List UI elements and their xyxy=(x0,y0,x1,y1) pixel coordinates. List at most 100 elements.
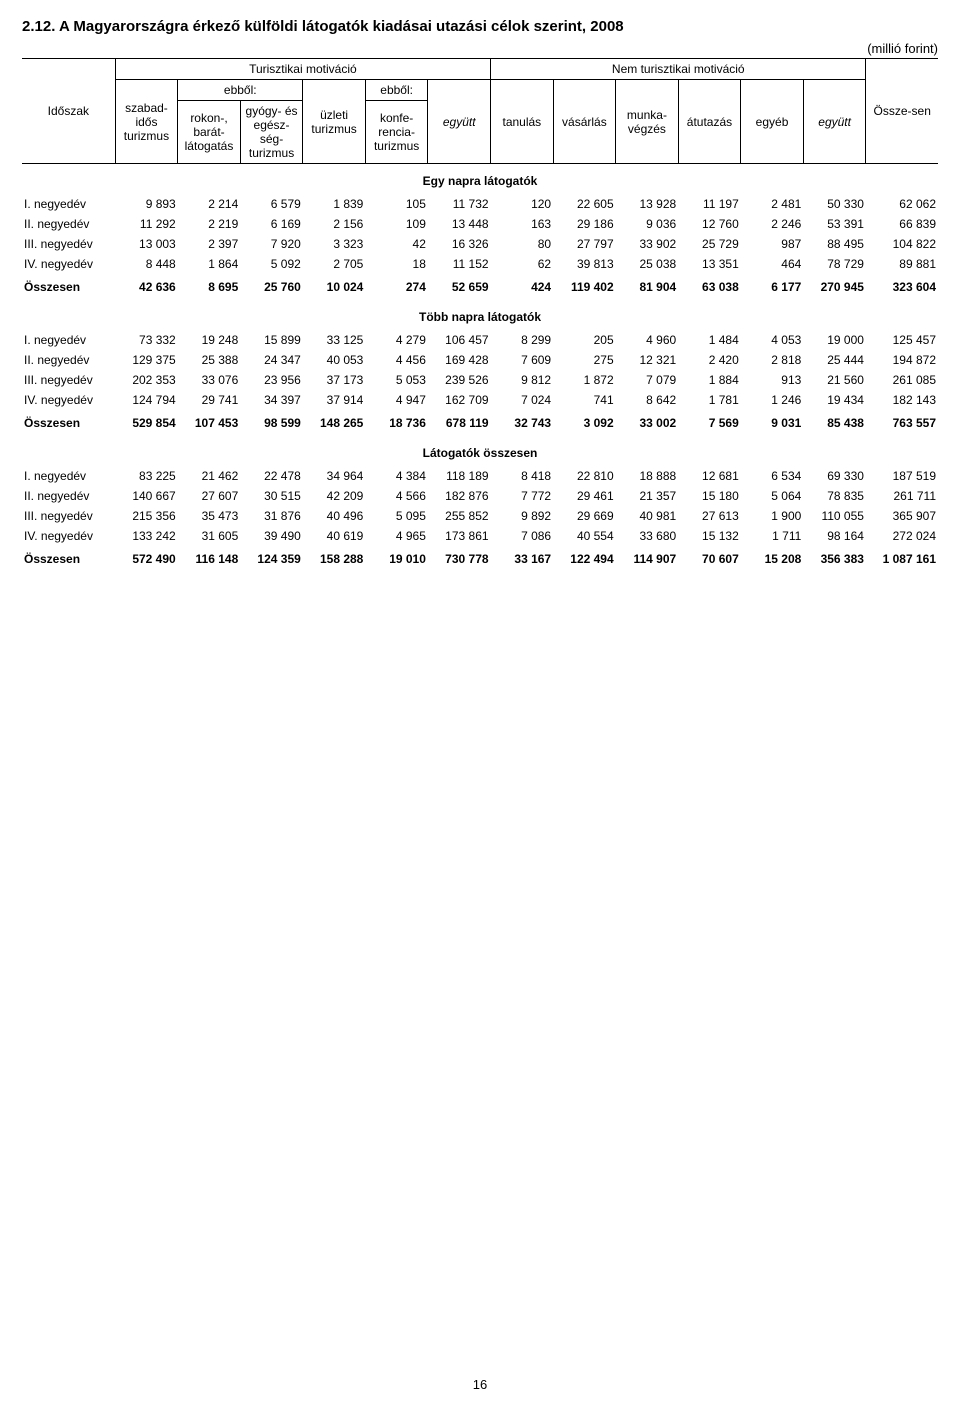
cell: 987 xyxy=(741,234,804,254)
colgroup-nontourist: Nem turisztikai motiváció xyxy=(491,59,866,80)
cell: 215 356 xyxy=(115,506,178,526)
cell: 21 560 xyxy=(803,370,866,390)
row-label: IV. negyedév xyxy=(22,390,115,410)
cell: 5 092 xyxy=(240,254,303,274)
cell: 27 797 xyxy=(553,234,616,254)
cell: 205 xyxy=(553,330,616,350)
cell: 8 418 xyxy=(491,466,554,486)
sum-cell: 678 119 xyxy=(428,410,491,436)
row-label: II. negyedév xyxy=(22,214,115,234)
cell: 7 609 xyxy=(491,350,554,370)
cell: 29 186 xyxy=(553,214,616,234)
cell: 133 242 xyxy=(115,526,178,546)
col-c10: átutazás xyxy=(678,80,741,164)
sum-cell: 15 208 xyxy=(741,546,804,572)
cell: 29 741 xyxy=(178,390,241,410)
cell: 6 169 xyxy=(240,214,303,234)
cell: 7 920 xyxy=(240,234,303,254)
cell: 182 143 xyxy=(866,390,938,410)
sum-cell: 18 736 xyxy=(365,410,428,436)
section-title: Látogatók összesen xyxy=(22,436,938,466)
sum-cell: 122 494 xyxy=(553,546,616,572)
sum-cell: 107 453 xyxy=(178,410,241,436)
cell: 33 680 xyxy=(616,526,679,546)
cell: 9 893 xyxy=(115,194,178,214)
cell: 31 605 xyxy=(178,526,241,546)
cell: 173 861 xyxy=(428,526,491,546)
cell: 25 038 xyxy=(616,254,679,274)
row-label: II. negyedév xyxy=(22,486,115,506)
cell: 2 156 xyxy=(303,214,366,234)
cell: 1 864 xyxy=(178,254,241,274)
cell: 78 835 xyxy=(803,486,866,506)
row-label: III. negyedév xyxy=(22,370,115,390)
cell: 275 xyxy=(553,350,616,370)
sum-cell: 81 904 xyxy=(616,274,679,300)
sum-cell: 763 557 xyxy=(866,410,938,436)
cell: 73 332 xyxy=(115,330,178,350)
cell: 4 965 xyxy=(365,526,428,546)
cell: 42 xyxy=(365,234,428,254)
cell: 39 813 xyxy=(553,254,616,274)
sum-cell: 119 402 xyxy=(553,274,616,300)
cell: 33 125 xyxy=(303,330,366,350)
col-c4: üzleti turizmus xyxy=(303,80,366,164)
unit-label: (millió forint) xyxy=(22,41,938,56)
sum-cell: 323 604 xyxy=(866,274,938,300)
cell: 261 085 xyxy=(866,370,938,390)
cell: 24 347 xyxy=(240,350,303,370)
sum-cell: 6 177 xyxy=(741,274,804,300)
sum-label: Összesen xyxy=(22,546,115,572)
sum-cell: 730 778 xyxy=(428,546,491,572)
cell: 1 884 xyxy=(678,370,741,390)
cell: 37 914 xyxy=(303,390,366,410)
sum-cell: 10 024 xyxy=(303,274,366,300)
colgroup-tourist: Turisztikai motiváció xyxy=(115,59,490,80)
col-ebbol2: ebből: xyxy=(365,80,428,101)
sum-cell: 356 383 xyxy=(803,546,866,572)
cell: 42 209 xyxy=(303,486,366,506)
cell: 2 219 xyxy=(178,214,241,234)
cell: 4 456 xyxy=(365,350,428,370)
cell: 202 353 xyxy=(115,370,178,390)
sum-cell: 3 092 xyxy=(553,410,616,436)
cell: 7 086 xyxy=(491,526,554,546)
cell: 12 760 xyxy=(678,214,741,234)
col-c6: együtt xyxy=(428,80,491,164)
cell: 105 xyxy=(365,194,428,214)
cell: 9 036 xyxy=(616,214,679,234)
cell: 7 772 xyxy=(491,486,554,506)
cell: 741 xyxy=(553,390,616,410)
cell: 120 xyxy=(491,194,554,214)
cell: 13 928 xyxy=(616,194,679,214)
cell: 163 xyxy=(491,214,554,234)
sum-cell: 8 695 xyxy=(178,274,241,300)
cell: 2 818 xyxy=(741,350,804,370)
cell: 169 428 xyxy=(428,350,491,370)
cell: 13 448 xyxy=(428,214,491,234)
cell: 33 902 xyxy=(616,234,679,254)
col-ebbol1: ebből: xyxy=(178,80,303,101)
cell: 255 852 xyxy=(428,506,491,526)
cell: 19 248 xyxy=(178,330,241,350)
sum-cell: 158 288 xyxy=(303,546,366,572)
sum-cell: 42 636 xyxy=(115,274,178,300)
cell: 365 907 xyxy=(866,506,938,526)
cell: 11 197 xyxy=(678,194,741,214)
cell: 22 810 xyxy=(553,466,616,486)
cell: 6 579 xyxy=(240,194,303,214)
cell: 22 478 xyxy=(240,466,303,486)
cell: 104 822 xyxy=(866,234,938,254)
cell: 12 321 xyxy=(616,350,679,370)
cell: 1 872 xyxy=(553,370,616,390)
sum-cell: 25 760 xyxy=(240,274,303,300)
sum-cell: 32 743 xyxy=(491,410,554,436)
cell: 7 024 xyxy=(491,390,554,410)
cell: 19 000 xyxy=(803,330,866,350)
cell: 118 189 xyxy=(428,466,491,486)
cell: 80 xyxy=(491,234,554,254)
sum-cell: 1 087 161 xyxy=(866,546,938,572)
cell: 1 246 xyxy=(741,390,804,410)
cell: 31 876 xyxy=(240,506,303,526)
cell: 3 323 xyxy=(303,234,366,254)
